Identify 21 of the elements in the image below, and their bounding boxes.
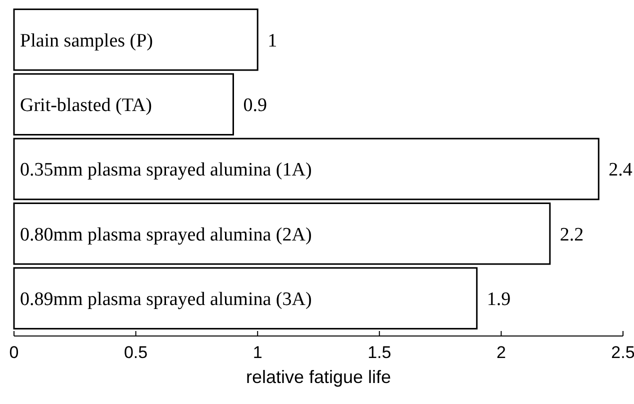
data-label: 2.2 <box>560 224 584 246</box>
x-tick-label: 0 <box>9 343 19 362</box>
data-label: 0.9 <box>243 94 267 116</box>
bar <box>13 202 551 265</box>
bar <box>13 138 600 200</box>
bar <box>13 73 234 136</box>
x-tick-label: 2 <box>496 343 506 362</box>
x-tick-label: 1.5 <box>368 343 392 362</box>
y-tick-label: Plain samples (P) <box>20 30 153 52</box>
data-label: 1.9 <box>486 288 511 310</box>
data-label: 1 <box>268 30 278 52</box>
x-tick-label: 0.5 <box>124 343 148 362</box>
x-tick-label: 2.5 <box>611 343 634 362</box>
y-tick-label: 0.80mm plasma sprayed alumina (2A) <box>20 224 312 246</box>
data-label: 2.4 <box>608 160 633 181</box>
y-tick-label: 0.89mm plasma sprayed alumina (3A) <box>20 288 312 310</box>
x-tick-label: 1 <box>252 343 262 362</box>
bar <box>13 8 258 71</box>
x-axis-title: relative fatigue life <box>246 367 392 387</box>
y-tick-label: Grit-blasted (TA) <box>20 94 152 116</box>
y-tick-label: 0.35mm plasma sprayed alumina (1A) <box>20 160 312 181</box>
